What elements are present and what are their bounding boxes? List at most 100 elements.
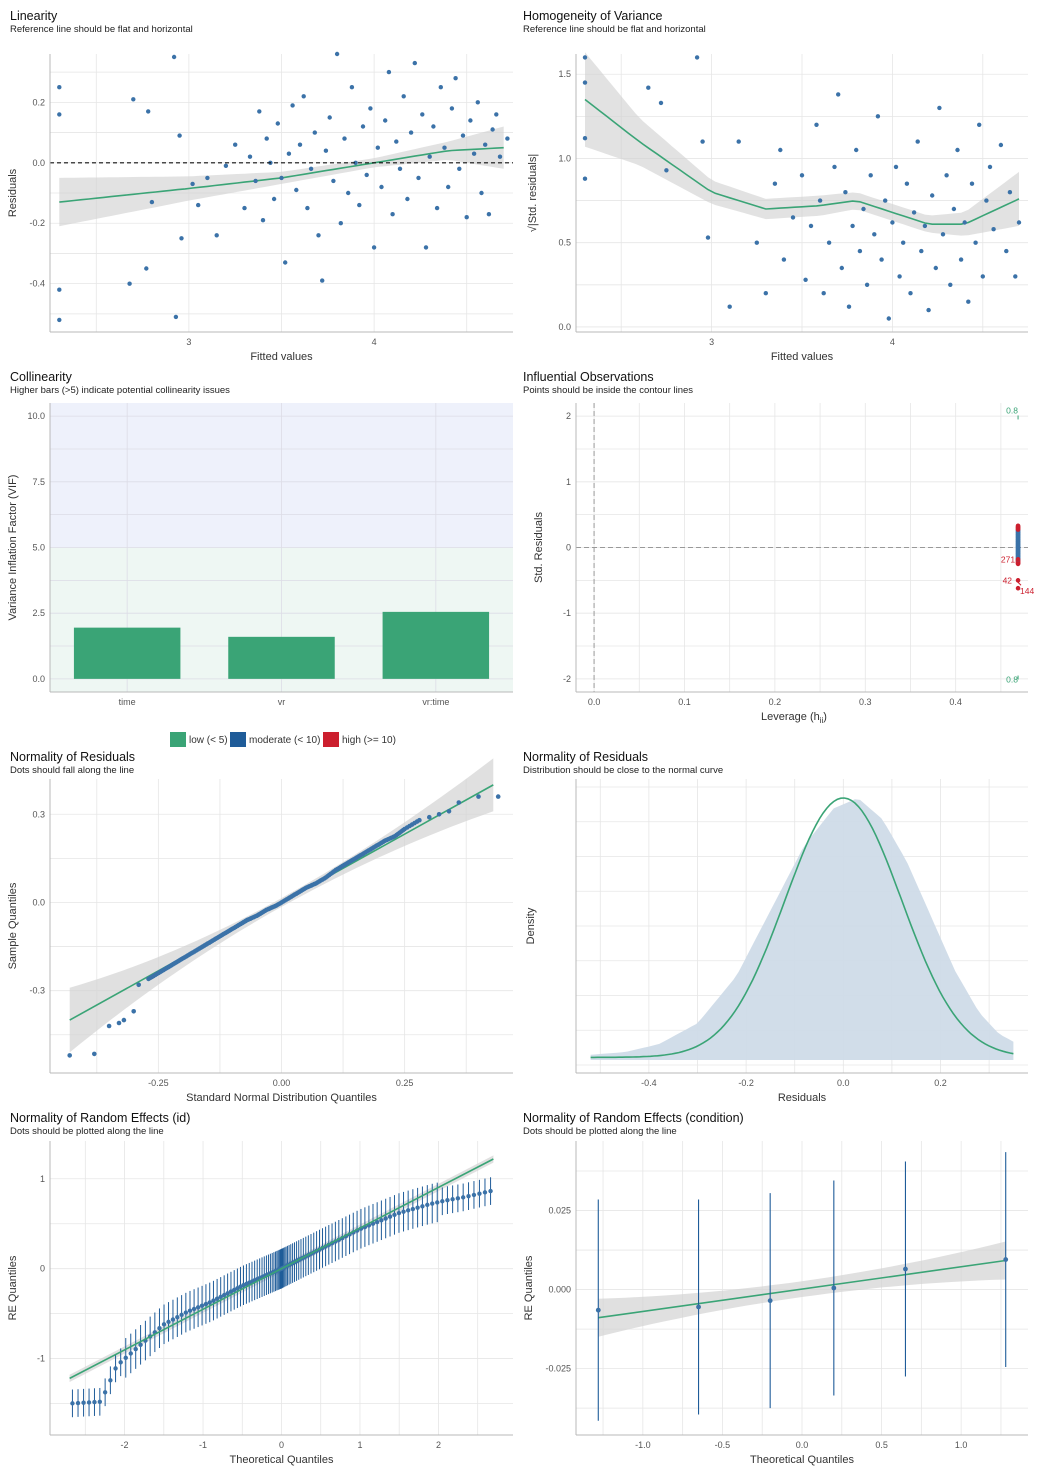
data-point xyxy=(475,100,480,105)
data-point xyxy=(199,1303,205,1308)
data-point xyxy=(271,196,277,202)
data-point xyxy=(582,176,588,181)
data-point xyxy=(700,139,705,144)
data-point xyxy=(767,1298,773,1304)
flagged-point xyxy=(1015,578,1021,583)
flagged-point xyxy=(1015,557,1021,562)
x-tick-label: 0.2 xyxy=(769,697,782,707)
data-point xyxy=(67,1053,72,1058)
y-tick-label: -0.4 xyxy=(29,279,45,289)
y-axis-label: RE Quantiles xyxy=(7,1255,19,1320)
data-point xyxy=(781,257,787,262)
legend: low (< 5) moderate (< 10) high (>= 10) xyxy=(170,732,396,747)
data-point xyxy=(161,1322,167,1327)
data-point xyxy=(401,94,406,99)
data-point xyxy=(872,232,877,237)
data-point xyxy=(857,248,863,254)
data-point xyxy=(316,233,321,238)
data-point xyxy=(1016,220,1022,225)
flagged-label: 42 xyxy=(1003,575,1013,585)
y-tick-label: -2 xyxy=(563,674,571,684)
x-tick-label: 3 xyxy=(186,337,191,347)
data-point xyxy=(582,80,588,85)
x-axis-label-sub: ii xyxy=(820,716,824,725)
data-point xyxy=(453,76,458,81)
panel-title: Collinearity xyxy=(10,370,73,384)
data-point xyxy=(106,1023,112,1029)
x-tick-label: -1 xyxy=(199,1440,207,1450)
y-tick-label: 7.5 xyxy=(32,477,45,487)
data-point xyxy=(253,178,258,184)
data-point xyxy=(279,175,284,181)
x-tick-label: -0.5 xyxy=(715,1440,731,1450)
smooth-line xyxy=(584,98,1020,225)
data-point xyxy=(464,215,469,220)
data-point xyxy=(346,190,351,196)
data-point xyxy=(446,184,451,190)
panel-re_id: Normality of Random Effects (id)Dots sho… xyxy=(7,1111,513,1466)
y-tick-label: 2.5 xyxy=(32,608,45,618)
panel-subtitle: Points should be inside the contour line… xyxy=(523,385,693,396)
data-point xyxy=(505,136,510,141)
data-point xyxy=(233,142,238,147)
y-axis-label: Density xyxy=(525,907,537,944)
data-point xyxy=(308,166,314,171)
data-point xyxy=(57,317,62,323)
data-point xyxy=(214,1296,220,1301)
y-tick-label: 1.5 xyxy=(558,69,571,79)
data-point xyxy=(171,54,177,60)
grid xyxy=(50,779,513,1073)
y-tick-label: 0.025 xyxy=(548,1206,571,1216)
data-point xyxy=(442,145,447,150)
data-point xyxy=(832,164,837,170)
data-point xyxy=(488,1188,493,1194)
data-point xyxy=(196,202,201,208)
data-point xyxy=(275,121,280,126)
data-point xyxy=(922,223,928,229)
data-point xyxy=(486,212,492,217)
data-point xyxy=(948,282,953,287)
panel-title: Normality of Random Effects (id) xyxy=(10,1111,190,1125)
x-tick-label: -2 xyxy=(121,1440,129,1450)
x-axis-label: Leverage (hii) xyxy=(761,711,827,725)
data-point xyxy=(379,184,384,190)
x-tick-label: 3 xyxy=(709,337,714,347)
data-point xyxy=(397,166,403,171)
data-point xyxy=(440,1199,445,1204)
legend-label: high (>= 10) xyxy=(342,735,396,746)
data-point xyxy=(955,147,960,153)
data-point xyxy=(897,274,902,279)
bar-vr xyxy=(228,636,335,679)
data-point xyxy=(420,112,425,117)
x-axis-label: Fitted values xyxy=(771,351,834,363)
data-point xyxy=(937,105,942,111)
data-point xyxy=(386,69,392,75)
data-point xyxy=(242,205,247,211)
data-point xyxy=(471,1192,477,1198)
data-point xyxy=(102,1390,108,1395)
data-point xyxy=(958,257,964,262)
data-point xyxy=(57,112,62,117)
data-point xyxy=(131,97,136,102)
data-point xyxy=(121,1017,127,1023)
data-point xyxy=(97,1399,103,1405)
bar-vr-time xyxy=(382,611,490,679)
x-axis-label: Fitted values xyxy=(250,351,313,363)
data-point xyxy=(146,109,151,114)
data-point xyxy=(144,266,149,271)
data-point xyxy=(883,198,888,203)
data-point xyxy=(980,274,985,279)
data-point xyxy=(166,1319,171,1325)
data-point xyxy=(383,118,388,123)
panel-subtitle: Distribution should be close to the norm… xyxy=(523,765,723,776)
data-point xyxy=(179,1312,184,1318)
data-point xyxy=(225,1291,230,1296)
data-point xyxy=(177,133,182,138)
data-point xyxy=(1015,523,1021,529)
reference-line xyxy=(69,1158,494,1380)
y-tick-label: 0.5 xyxy=(558,238,571,248)
contour-label: 0.8 xyxy=(1006,405,1018,415)
data-point xyxy=(497,154,503,159)
data-point xyxy=(405,1208,411,1213)
